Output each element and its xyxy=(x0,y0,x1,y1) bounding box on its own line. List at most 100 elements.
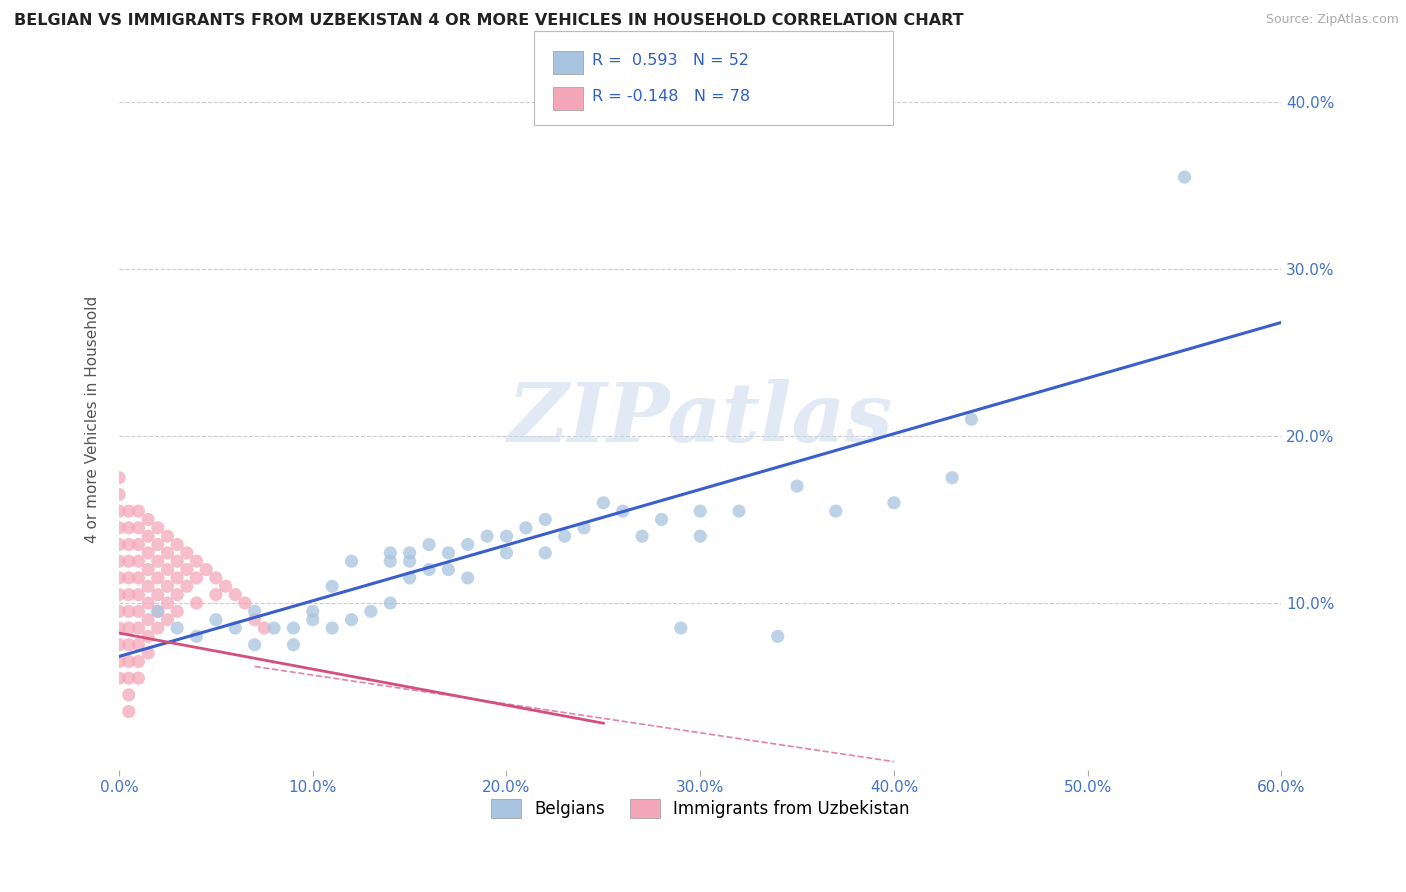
Point xyxy=(398,571,420,585)
Point xyxy=(127,588,149,602)
Point xyxy=(146,554,169,568)
Point xyxy=(136,629,159,643)
Y-axis label: 4 or more Vehicles in Household: 4 or more Vehicles in Household xyxy=(86,295,100,543)
Point xyxy=(118,638,141,652)
Point xyxy=(186,629,208,643)
Point xyxy=(515,521,537,535)
Point xyxy=(156,563,179,577)
Point xyxy=(195,563,218,577)
Point xyxy=(243,638,266,652)
Point xyxy=(108,655,131,669)
Point xyxy=(766,629,789,643)
Point xyxy=(283,621,305,635)
Point xyxy=(108,487,131,501)
Point xyxy=(669,621,692,635)
Point xyxy=(689,529,711,543)
Point xyxy=(495,546,517,560)
Point xyxy=(127,504,149,518)
Point xyxy=(176,563,198,577)
Point xyxy=(186,596,208,610)
Point xyxy=(186,571,208,585)
Point xyxy=(457,537,479,551)
Point xyxy=(398,546,420,560)
Point xyxy=(108,621,131,635)
Point xyxy=(176,579,198,593)
Point xyxy=(166,621,188,635)
Point xyxy=(380,596,402,610)
Point xyxy=(108,504,131,518)
Point xyxy=(136,546,159,560)
Point xyxy=(418,563,440,577)
Point xyxy=(118,521,141,535)
Point xyxy=(1173,170,1195,185)
Point xyxy=(136,563,159,577)
Point xyxy=(146,604,169,618)
Point xyxy=(166,537,188,551)
Point xyxy=(534,512,557,526)
Point xyxy=(283,638,305,652)
Point xyxy=(572,521,595,535)
Point xyxy=(108,638,131,652)
Point xyxy=(118,655,141,669)
Point xyxy=(118,537,141,551)
Point xyxy=(321,621,343,635)
Legend: Belgians, Immigrants from Uzbekistan: Belgians, Immigrants from Uzbekistan xyxy=(484,792,917,825)
Point xyxy=(108,571,131,585)
Point xyxy=(186,554,208,568)
Point xyxy=(176,546,198,560)
Point xyxy=(301,604,323,618)
Point xyxy=(650,512,672,526)
Point xyxy=(398,554,420,568)
Point xyxy=(243,613,266,627)
Point xyxy=(108,554,131,568)
Point xyxy=(883,496,905,510)
Text: BELGIAN VS IMMIGRANTS FROM UZBEKISTAN 4 OR MORE VEHICLES IN HOUSEHOLD CORRELATIO: BELGIAN VS IMMIGRANTS FROM UZBEKISTAN 4 … xyxy=(14,13,963,29)
Point xyxy=(156,546,179,560)
Point xyxy=(786,479,808,493)
Point xyxy=(534,546,557,560)
Point xyxy=(136,613,159,627)
Point xyxy=(127,638,149,652)
Point xyxy=(108,471,131,485)
Point xyxy=(253,621,276,635)
Point xyxy=(205,613,228,627)
Point xyxy=(146,588,169,602)
Text: R =  0.593   N = 52: R = 0.593 N = 52 xyxy=(592,54,749,68)
Point xyxy=(941,471,963,485)
Point xyxy=(824,504,846,518)
Point xyxy=(205,571,228,585)
Point xyxy=(118,571,141,585)
Point xyxy=(156,596,179,610)
Point xyxy=(136,646,159,660)
Point xyxy=(243,604,266,618)
Point xyxy=(380,554,402,568)
Point xyxy=(108,537,131,551)
Point xyxy=(146,621,169,635)
Text: R = -0.148   N = 78: R = -0.148 N = 78 xyxy=(592,89,749,103)
Point xyxy=(612,504,634,518)
Point xyxy=(166,571,188,585)
Point xyxy=(224,621,246,635)
Point xyxy=(301,613,323,627)
Text: Source: ZipAtlas.com: Source: ZipAtlas.com xyxy=(1265,13,1399,27)
Point xyxy=(127,604,149,618)
Point xyxy=(146,521,169,535)
Point xyxy=(127,554,149,568)
Point xyxy=(136,529,159,543)
Point xyxy=(592,496,614,510)
Point xyxy=(136,512,159,526)
Point xyxy=(166,588,188,602)
Point xyxy=(495,529,517,543)
Point xyxy=(127,571,149,585)
Point xyxy=(156,529,179,543)
Point xyxy=(475,529,498,543)
Point xyxy=(108,671,131,685)
Point xyxy=(380,546,402,560)
Point xyxy=(437,546,460,560)
Point xyxy=(118,671,141,685)
Point xyxy=(108,521,131,535)
Point xyxy=(224,588,246,602)
Point xyxy=(166,554,188,568)
Point xyxy=(108,604,131,618)
Point xyxy=(118,588,141,602)
